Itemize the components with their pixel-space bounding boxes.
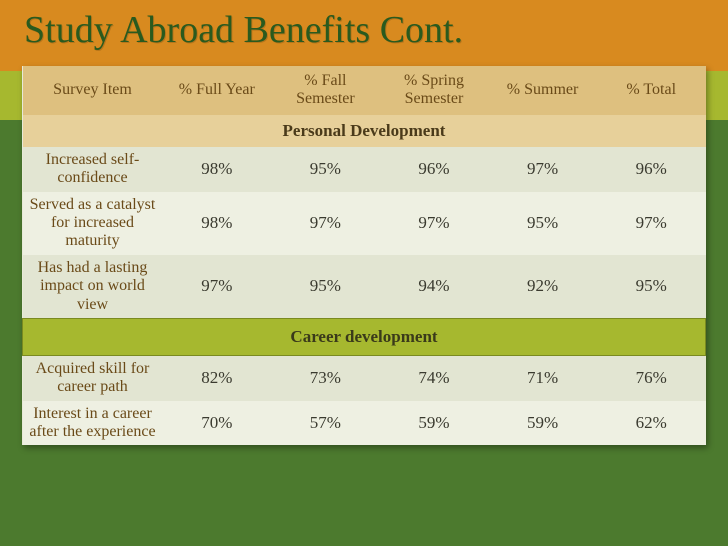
benefits-table-wrapper: Survey Item % Full Year % Fall Semester … [22,66,706,445]
cell: 92% [488,255,597,319]
col-full-year: % Full Year [163,66,272,115]
cell: 71% [488,355,597,400]
col-total: % Total [597,66,706,115]
cell: 96% [380,147,489,192]
slide-title: Study Abroad Benefits Cont. [0,0,728,58]
cell: 95% [488,192,597,255]
cell: 97% [597,192,706,255]
cell: 73% [271,355,380,400]
cell: 59% [380,401,489,446]
section-heading-label: Personal Development [23,115,706,147]
cell: 57% [271,401,380,446]
table-row: Acquired skill for career path 82% 73% 7… [23,355,706,400]
row-label: Increased self-confidence [23,147,163,192]
cell: 62% [597,401,706,446]
table-row: Served as a catalyst for increased matur… [23,192,706,255]
col-fall-semester: % Fall Semester [271,66,380,115]
benefits-table: Survey Item % Full Year % Fall Semester … [22,66,706,445]
cell: 98% [163,147,272,192]
cell: 70% [163,401,272,446]
cell: 97% [488,147,597,192]
cell: 97% [271,192,380,255]
cell: 98% [163,192,272,255]
cell: 95% [271,147,380,192]
cell: 76% [597,355,706,400]
section-heading-label: Career development [23,318,706,355]
row-label: Has had a lasting impact on world view [23,255,163,319]
cell: 82% [163,355,272,400]
cell: 95% [271,255,380,319]
cell: 96% [597,147,706,192]
row-label: Interest in a career after the experienc… [23,401,163,446]
section-heading-career: Career development [23,318,706,355]
col-summer: % Summer [488,66,597,115]
table-row: Interest in a career after the experienc… [23,401,706,446]
col-survey-item: Survey Item [23,66,163,115]
table-header-row: Survey Item % Full Year % Fall Semester … [23,66,706,115]
row-label: Served as a catalyst for increased matur… [23,192,163,255]
section-heading-personal: Personal Development [23,115,706,147]
table-row: Has had a lasting impact on world view 9… [23,255,706,319]
cell: 97% [380,192,489,255]
cell: 97% [163,255,272,319]
table-body: Personal Development Increased self-conf… [23,115,706,446]
cell: 94% [380,255,489,319]
table-row: Increased self-confidence 98% 95% 96% 97… [23,147,706,192]
row-label: Acquired skill for career path [23,355,163,400]
col-spring-semester: % Spring Semester [380,66,489,115]
cell: 74% [380,355,489,400]
cell: 95% [597,255,706,319]
cell: 59% [488,401,597,446]
